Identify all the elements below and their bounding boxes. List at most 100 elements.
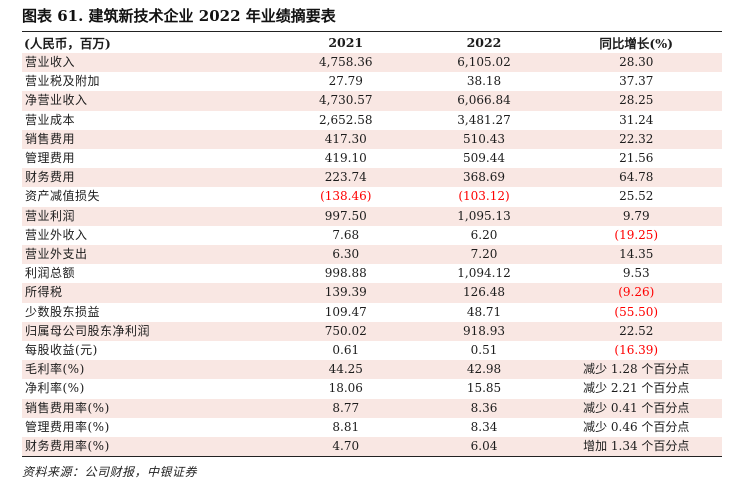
row-label: 营业收入 — [25, 55, 76, 69]
header-unit-label: (人民币，百万) — [24, 36, 111, 51]
cell-y2022: 7.20 — [470, 247, 498, 262]
table-row: 所得税 139.39 126.48 (9.26) — [22, 283, 722, 303]
header-yoy: 同比增长(%) — [599, 36, 674, 51]
cell-y2022: 8.36 — [470, 400, 498, 415]
cell-y2021: 419.10 — [324, 151, 367, 166]
cell-yoy: 减少 2.21 个百分点 — [583, 381, 690, 396]
header-2022: 2022 — [466, 35, 502, 50]
cell-y2022: 510.43 — [463, 131, 505, 146]
cell-y2021: 417.30 — [324, 131, 367, 146]
row-label: 归属母公司股东净利润 — [25, 323, 151, 338]
row-label: 毛利率(%) — [25, 362, 85, 377]
cell-y2021: 27.79 — [328, 74, 363, 89]
row-label: 少数股东损益 — [25, 304, 101, 319]
cell-y2021: 109.47 — [324, 304, 367, 319]
row-label: 每股收益(元) — [25, 343, 98, 358]
row-label: 营业外支出 — [25, 247, 88, 262]
cell-yoy: 64.78 — [619, 170, 654, 185]
cell-y2021: 0.61 — [332, 343, 360, 358]
table-row: 管理费用率(%) 8.81 8.34 减少 0.46 个百分点 — [22, 418, 722, 437]
table-header: (人民币，百万) 2021 2022 同比增长(%) — [22, 32, 722, 54]
cell-yoy: 9.79 — [622, 208, 650, 223]
row-label: 财务费用率(%) — [25, 439, 110, 454]
cell-y2021: 4,730.57 — [319, 93, 373, 108]
cell-y2021: 44.25 — [328, 362, 363, 377]
table-body: 营业收入 4,758.36 6,105.02 28.30 营业税及附加 27.79 38.1… — [22, 53, 722, 457]
cell-y2022: 6.04 — [470, 439, 498, 454]
cell-y2021: (138.46) — [320, 189, 372, 204]
cell-y2022: 509.44 — [463, 151, 505, 166]
table-row: 每股收益(元) 0.61 0.51 (16.39) — [22, 341, 722, 360]
cell-y2021: 6.30 — [332, 247, 360, 262]
cell-yoy: 减少 0.46 个百分点 — [583, 419, 690, 434]
cell-y2021: 750.02 — [324, 323, 367, 338]
row-label: 销售费用率(%) — [25, 400, 110, 415]
row-label: 财务费用 — [25, 170, 76, 185]
table-row: 净利率(%) 18.06 15.85 减少 2.21 个百分点 — [22, 379, 722, 398]
cell-y2022: 0.51 — [470, 343, 498, 358]
row-label: 管理费用率(%) — [25, 419, 110, 434]
table-row: 财务费用 223.74 368.69 64.78 — [22, 168, 722, 188]
cell-yoy: 22.52 — [619, 323, 654, 338]
row-label: 利润总额 — [25, 266, 76, 281]
header-2021: 2021 — [328, 35, 364, 50]
cell-y2021: 18.06 — [328, 381, 363, 396]
cell-y2022: 42.98 — [466, 362, 502, 377]
row-label: 营业税及附加 — [25, 74, 101, 89]
cell-y2022: 15.85 — [466, 381, 502, 396]
table-row: 营业税及附加 27.79 38.18 37.37 — [22, 72, 722, 91]
figure-title: 图表 61. 建筑新技术企业 2022 年业绩摘要表 — [22, 7, 336, 25]
cell-yoy: 14.35 — [619, 247, 654, 262]
cell-y2021: 139.39 — [324, 285, 367, 300]
row-label: 营业利润 — [25, 208, 76, 223]
cell-y2021: 4.70 — [332, 439, 360, 454]
cell-y2022: 1,095.13 — [457, 208, 511, 223]
cell-y2022: 6,066.84 — [457, 93, 511, 108]
table-row: 管理费用 419.10 509.44 21.56 — [22, 149, 722, 168]
cell-y2021: 7.68 — [332, 227, 360, 242]
row-label: 资产减值损失 — [25, 189, 101, 204]
cell-y2022: 918.93 — [463, 323, 505, 338]
table-row: 资产减值损失 (138.46) (103.12) 25.52 — [22, 187, 722, 206]
cell-y2022: (103.12) — [458, 189, 510, 204]
row-label: 所得税 — [25, 285, 63, 300]
table-row: 销售费用 417.30 510.43 22.32 — [22, 129, 722, 150]
cell-yoy: 增加 1.34 个百分点 — [583, 439, 690, 454]
row-label: 营业外收入 — [25, 227, 88, 242]
cell-yoy: 减少 1.28 个百分点 — [583, 362, 690, 377]
cell-y2021: 8.77 — [332, 400, 360, 415]
cell-yoy: (9.26) — [618, 285, 655, 300]
table-row: 财务费用率(%) 4.70 6.04 增加 1.34 个百分点 — [22, 437, 722, 457]
header-row: (人民币，百万) 2021 2022 同比增长(%) — [22, 32, 722, 54]
cell-y2021: 998.88 — [324, 266, 367, 281]
cell-yoy: 28.30 — [619, 55, 654, 69]
table-row: 营业成本 2,652.58 3,481.27 31.24 — [22, 111, 722, 130]
cell-yoy: 22.32 — [619, 131, 654, 146]
table-row: 营业收入 4,758.36 6,105.02 28.30 — [22, 53, 722, 73]
cell-yoy: 21.56 — [619, 151, 654, 166]
cell-y2022: 6.20 — [470, 227, 498, 242]
cell-yoy: 31.24 — [619, 112, 654, 127]
table-row: 少数股东损益 109.47 48.71 (55.50) — [22, 303, 722, 322]
cell-y2022: 8.34 — [470, 419, 498, 434]
cell-y2022: 6,105.02 — [457, 55, 511, 69]
cell-y2021: 4,758.36 — [319, 55, 373, 69]
cell-y2021: 8.81 — [332, 419, 360, 434]
table-row: 营业外收入 7.68 6.20 (19.25) — [22, 226, 722, 245]
cell-y2022: 38.18 — [466, 74, 502, 89]
cell-y2021: 223.74 — [324, 170, 367, 185]
cell-yoy: (55.50) — [614, 304, 659, 319]
cell-y2022: 3,481.27 — [457, 112, 511, 127]
cell-yoy: 9.53 — [622, 266, 650, 281]
row-label: 净利率(%) — [25, 381, 85, 396]
table-row: 毛利率(%) 44.25 42.98 减少 1.28 个百分点 — [22, 360, 722, 380]
cell-y2021: 997.50 — [324, 208, 367, 223]
cell-y2022: 126.48 — [463, 285, 505, 300]
cell-y2022: 48.71 — [466, 304, 502, 319]
financial-summary-table: (人民币，百万) 2021 2022 同比增长(%) 营业收入 4,758.36 6… — [22, 31, 722, 458]
row-label: 营业成本 — [25, 112, 76, 127]
table-row: 营业利润 997.50 1,095.13 9.79 — [22, 206, 722, 226]
source-note: 资料来源：公司财报，中银证券 — [22, 465, 198, 480]
table-row: 归属母公司股东净利润 750.02 918.93 22.52 — [22, 321, 722, 342]
cell-yoy: (16.39) — [614, 343, 659, 358]
